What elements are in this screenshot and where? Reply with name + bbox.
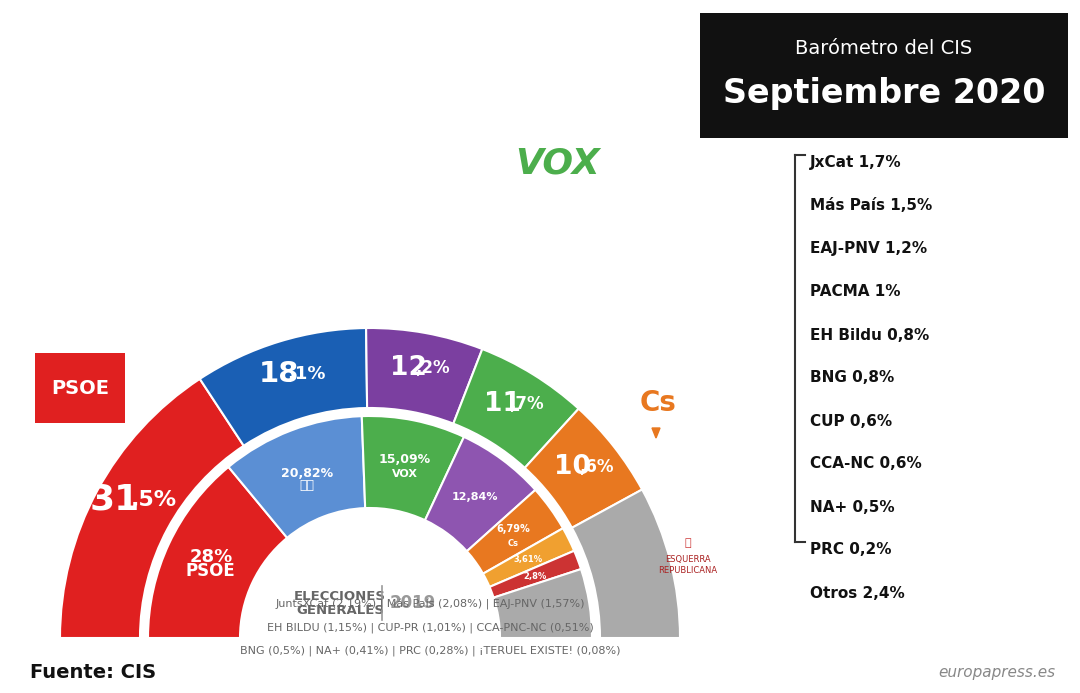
Wedge shape <box>148 467 287 638</box>
Text: ,6%: ,6% <box>579 458 613 476</box>
Text: EH BILDU (1,15%) | CUP-PR (1,01%) | CCA-PNC-NC (0,51%): EH BILDU (1,15%) | CUP-PR (1,01%) | CCA-… <box>267 623 593 633</box>
FancyBboxPatch shape <box>35 353 125 423</box>
Text: JxCat 1,7%: JxCat 1,7% <box>810 155 902 170</box>
Wedge shape <box>572 489 680 638</box>
Text: ESQUERRA
REPUBLICANA: ESQUERRA REPUBLICANA <box>659 554 717 575</box>
Text: 2019: 2019 <box>390 594 436 612</box>
Text: ⛪: ⛪ <box>685 538 691 548</box>
Text: 15,09%: 15,09% <box>379 453 431 466</box>
Wedge shape <box>454 349 579 468</box>
Text: 10: 10 <box>554 454 591 480</box>
Text: CCA-NC 0,6%: CCA-NC 0,6% <box>810 457 921 471</box>
Text: 2,8%: 2,8% <box>523 572 546 581</box>
Text: 3,61%: 3,61% <box>513 555 542 564</box>
Wedge shape <box>489 551 581 597</box>
Circle shape <box>241 509 499 693</box>
Wedge shape <box>494 569 592 638</box>
Text: PRC 0,2%: PRC 0,2% <box>810 543 891 557</box>
Text: CUP 0,6%: CUP 0,6% <box>810 414 892 428</box>
Text: ,7%: ,7% <box>509 396 543 414</box>
Text: 11: 11 <box>484 392 521 417</box>
Text: Septiembre 2020: Septiembre 2020 <box>723 76 1045 109</box>
Text: 28%: 28% <box>189 548 232 566</box>
Text: BNG (0,5%) | NA+ (0,41%) | PRC (0,28%) | ¡TERUEL EXISTE! (0,08%): BNG (0,5%) | NA+ (0,41%) | PRC (0,28%) |… <box>240 646 620 656</box>
Text: europapress.es: europapress.es <box>937 665 1055 681</box>
Text: 18: 18 <box>259 360 299 388</box>
Wedge shape <box>483 528 575 587</box>
Text: VOX: VOX <box>392 468 418 478</box>
Text: VOX: VOX <box>515 146 600 180</box>
Text: NA+ 0,5%: NA+ 0,5% <box>810 500 894 514</box>
Text: PSOE: PSOE <box>186 562 235 580</box>
Text: 12: 12 <box>390 356 427 381</box>
Text: Cs: Cs <box>639 389 676 417</box>
Text: ,5%: ,5% <box>132 490 177 510</box>
Text: Otros 2,4%: Otros 2,4% <box>810 586 905 601</box>
Text: Barómetro del CIS: Barómetro del CIS <box>795 39 973 58</box>
Text: BNG 0,8%: BNG 0,8% <box>810 371 894 385</box>
Text: Más País 1,5%: Más País 1,5% <box>810 198 932 213</box>
Text: 6,79%: 6,79% <box>496 524 529 534</box>
Wedge shape <box>467 490 563 574</box>
Wedge shape <box>362 416 464 520</box>
Text: PACMA 1%: PACMA 1% <box>810 285 901 299</box>
Polygon shape <box>652 428 660 438</box>
Wedge shape <box>366 328 483 423</box>
Wedge shape <box>60 379 244 638</box>
Text: Cs: Cs <box>508 538 518 547</box>
Text: 20,82%: 20,82% <box>281 467 334 480</box>
Wedge shape <box>200 328 367 446</box>
Text: Fuente: CIS: Fuente: CIS <box>30 663 157 683</box>
Text: ⓅⓅ: ⓅⓅ <box>300 479 315 492</box>
Text: PSOE: PSOE <box>51 378 109 398</box>
Text: GENERALES: GENERALES <box>296 604 384 617</box>
Wedge shape <box>525 409 643 528</box>
Wedge shape <box>229 416 365 538</box>
Text: 31: 31 <box>90 483 139 517</box>
Text: ,2%: ,2% <box>415 359 449 377</box>
Text: 12,84%: 12,84% <box>451 492 498 502</box>
Text: EAJ-PNV 1,2%: EAJ-PNV 1,2% <box>810 241 927 256</box>
Text: JuntsXCat (2,19%) | Más País (2,08%) | EAJ-PNV (1,57%): JuntsXCat (2,19%) | Más País (2,08%) | E… <box>275 599 584 611</box>
Text: ELECCIONES: ELECCIONES <box>294 590 386 602</box>
Wedge shape <box>426 437 536 551</box>
FancyBboxPatch shape <box>700 13 1068 138</box>
Text: ,1%: ,1% <box>288 365 326 383</box>
Text: EH Bildu 0,8%: EH Bildu 0,8% <box>810 328 929 342</box>
